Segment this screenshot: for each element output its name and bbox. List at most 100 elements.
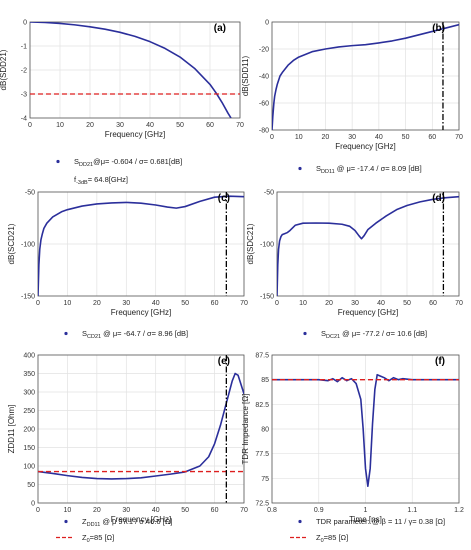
x-tick-label: 10 [64, 300, 72, 307]
x-axis-label: Frequency [GHz] [335, 142, 395, 151]
x-tick-label: 10 [295, 134, 303, 141]
plot-frame [271, 21, 460, 131]
chart-panel-c: 0 10 20 30 40 50 60 70 -50 -100 -150 (c) Frequency [… [7, 190, 248, 341]
y-tick-label: 150 [23, 445, 35, 452]
x-tick-label: 0.8 [267, 507, 277, 514]
y-tick-label: -100 [21, 242, 35, 249]
x-tick-label: 30 [122, 507, 130, 514]
x-tick-label: 50 [176, 122, 184, 129]
x-tick-label: 20 [325, 300, 333, 307]
x-tick-label: 1.1 [407, 507, 417, 514]
y-axis-label: dB(SDC21) [246, 223, 255, 264]
chart-panel-e: 0 10 20 30 40 50 60 70 0 50 100 150 200 250 300 350 400 (… [7, 353, 248, 545]
x-tick-label: 30 [122, 300, 130, 307]
y-axis-label: dB(SDD11) [241, 56, 250, 97]
legend-marker-dot [64, 519, 68, 524]
y-tick-label: -50 [25, 190, 35, 197]
series-line [272, 23, 459, 130]
legend-entry: f-3dB= 64.8[GHz] [74, 175, 128, 186]
x-tick-label: 10 [64, 507, 72, 514]
y-tick-label: -50 [264, 190, 274, 197]
legend-marker-dot [56, 159, 60, 164]
x-tick-label: 20 [93, 300, 101, 307]
x-tick-label: 60 [428, 134, 436, 141]
x-axis-label: Frequency [GHz] [105, 130, 165, 139]
y-tick-label: 82.5 [255, 402, 269, 409]
x-tick-label: 1 [364, 507, 368, 514]
y-tick-label: -60 [259, 101, 269, 108]
x-tick-label: 40 [377, 300, 385, 307]
x-tick-label: 0.9 [314, 507, 324, 514]
y-tick-label: 200 [23, 427, 35, 434]
legend-marker-dot [64, 331, 68, 336]
y-tick-label: 250 [23, 408, 35, 415]
x-axis-label: Time [ns] [349, 515, 382, 524]
y-tick-label: 85 [261, 377, 269, 384]
legend-entry: SDD11 @ μ= -17.4 / σ= 8.09 [dB] [316, 164, 422, 175]
legend-entry: Z0=85 [Ω] [316, 533, 348, 544]
y-tick-label: -4 [21, 116, 27, 123]
x-tick-label: 30 [348, 134, 356, 141]
y-axis-label: dB(SDD21) [0, 49, 8, 90]
legend-entry: ZDD11 @ μ 97.1 / σ 46.6 [Ω] [82, 517, 172, 528]
legend-entry: SDD21@μ= -0.604 / σ= 0.681[dB] [74, 157, 182, 168]
panel-letter: (a) [214, 23, 226, 34]
plot-frame [37, 191, 245, 297]
panel-letter: (c) [218, 193, 230, 204]
x-tick-label: 60 [429, 300, 437, 307]
y-tick-label: -3 [21, 92, 27, 99]
x-axis-label: Frequency [GHz] [111, 515, 171, 524]
plot-frame [29, 21, 241, 119]
series-line [30, 22, 232, 118]
x-tick-label: 50 [181, 300, 189, 307]
x-tick-label: 0 [275, 300, 279, 307]
x-tick-label: 50 [403, 300, 411, 307]
x-tick-label: 50 [181, 507, 189, 514]
y-tick-label: 87.5 [255, 353, 269, 360]
x-tick-label: 10 [299, 300, 307, 307]
y-tick-label: 400 [23, 353, 35, 360]
y-tick-label: -20 [259, 47, 269, 54]
plot-frame [37, 354, 245, 504]
legend-marker-dot [298, 166, 302, 171]
x-tick-label: 20 [93, 507, 101, 514]
y-tick-label: 0 [265, 20, 269, 27]
y-tick-label: -40 [259, 74, 269, 81]
x-tick-label: 40 [146, 122, 154, 129]
series-line [272, 373, 459, 488]
y-tick-label: 350 [23, 371, 35, 378]
legend-entry: TDR parameter: @ β = 11 / γ= 0.38 [Ω] [316, 517, 445, 526]
x-tick-label: 0 [28, 122, 32, 129]
chart-panel-b: 0 10 20 30 40 50 60 70 0 -20 -40 -60 -80 (b) Frequency… [241, 20, 463, 176]
x-tick-label: 70 [455, 134, 463, 141]
y-tick-label: 80 [261, 427, 269, 434]
legend-marker-dot [298, 519, 302, 524]
x-tick-label: 1.2 [454, 507, 464, 514]
x-tick-label: 40 [152, 507, 160, 514]
x-tick-label: 20 [86, 122, 94, 129]
panel-letter: (b) [432, 23, 445, 34]
series-line [277, 195, 459, 296]
panel-letter: (e) [218, 356, 230, 367]
x-tick-label: 70 [240, 300, 248, 307]
y-tick-label: 100 [23, 464, 35, 471]
legend-marker-dot [303, 331, 307, 336]
x-tick-label: 30 [351, 300, 359, 307]
x-tick-label: 50 [402, 134, 410, 141]
x-tick-label: 10 [56, 122, 64, 129]
y-tick-label: 50 [27, 482, 35, 489]
y-tick-label: 72.5 [255, 501, 269, 508]
plot-frame [271, 354, 460, 504]
x-tick-label: 0 [36, 507, 40, 514]
y-tick-label: -150 [21, 294, 35, 301]
series-line [38, 195, 244, 296]
y-tick-label: 300 [23, 390, 35, 397]
x-tick-label: 70 [236, 122, 244, 129]
x-tick-label: 70 [240, 507, 248, 514]
x-tick-label: 40 [375, 134, 383, 141]
legend-entry: SDC21 @ μ= -77.2 / σ= 10.6 [dB] [321, 329, 427, 340]
x-tick-label: 70 [455, 300, 463, 307]
chart-panel-d: 0 10 20 30 40 50 60 70 -50 -100 -150 (d) Frequency [… [246, 190, 463, 341]
plot-frame [276, 191, 460, 297]
x-tick-label: 60 [206, 122, 214, 129]
